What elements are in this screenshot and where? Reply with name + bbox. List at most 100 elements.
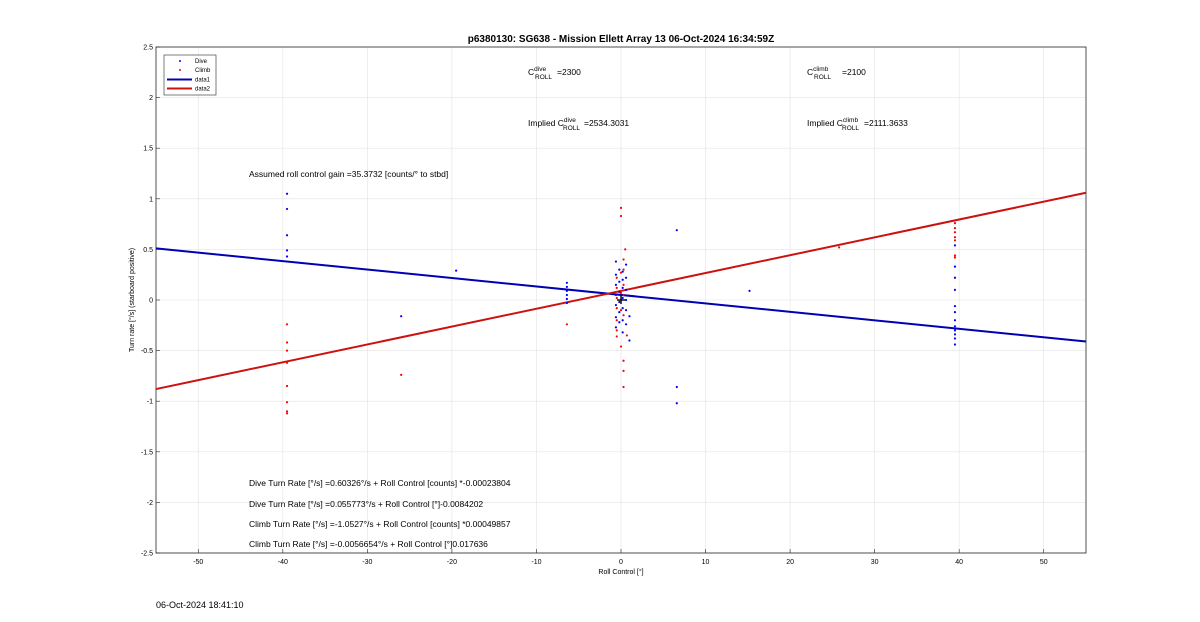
y-tick-label: 0 bbox=[149, 298, 153, 305]
dive-point bbox=[953, 325, 957, 328]
dive-point bbox=[624, 298, 628, 302]
climb-turn-rate-degrees-equation: Climb Turn Rate [°/s] =-0.0056654°/s + R… bbox=[249, 539, 488, 549]
legend: Dive Climb data1 data2 bbox=[163, 54, 217, 96]
y-axis-ticks: -2.5 -2 -1.5 -1 -0.5 0 0.5 1 1.5 2 2.5 bbox=[141, 45, 160, 558]
climb-point bbox=[619, 345, 623, 348]
dive-point bbox=[953, 265, 957, 268]
climb-point bbox=[953, 256, 957, 259]
climb-point bbox=[622, 258, 625, 261]
dive-point bbox=[628, 339, 631, 342]
dive-point bbox=[621, 278, 624, 281]
climb-point bbox=[285, 349, 289, 352]
dive-point bbox=[621, 286, 624, 289]
dive-point bbox=[624, 288, 628, 291]
c-roll-dive-annotation: Cdive ROLL=2300 bbox=[528, 66, 581, 81]
y-axis-label: Turn rate [°/s] (starboard positive) bbox=[128, 248, 136, 352]
dive-point bbox=[628, 315, 631, 318]
dive-point bbox=[953, 319, 957, 322]
dive-point bbox=[614, 273, 618, 276]
y-tick-label: -2 bbox=[147, 500, 153, 507]
climb-point bbox=[285, 401, 289, 404]
dive-point bbox=[565, 293, 568, 297]
x-tick-label: -30 bbox=[362, 559, 372, 566]
dive-point bbox=[621, 331, 624, 334]
climb-point bbox=[953, 221, 957, 225]
dive-point bbox=[953, 304, 957, 308]
climb-point bbox=[953, 227, 957, 230]
dive-point bbox=[953, 343, 957, 346]
climb-point bbox=[953, 236, 957, 239]
dive-point bbox=[565, 301, 568, 305]
dive-point bbox=[285, 192, 289, 195]
dive-point bbox=[953, 329, 957, 332]
y-tick-label: -1.5 bbox=[141, 449, 153, 456]
climb-point bbox=[615, 329, 618, 332]
dive-point bbox=[621, 319, 624, 322]
y-tick-label: -1 bbox=[147, 399, 153, 406]
dive-point bbox=[621, 270, 624, 273]
dive-point bbox=[285, 255, 289, 258]
climb-point bbox=[285, 412, 289, 415]
y-tick-label: -0.5 bbox=[141, 348, 153, 355]
x-tick-label: 50 bbox=[1040, 559, 1048, 566]
x-axis-ticks: -50 -40 -30 -20 -10 0 10 20 30 40 50 bbox=[193, 549, 1048, 566]
climb-point bbox=[619, 309, 623, 312]
dive-point bbox=[618, 311, 621, 314]
climb-point bbox=[622, 283, 625, 286]
dive-point bbox=[614, 293, 618, 297]
y-tick-label: 2 bbox=[149, 95, 153, 102]
dive-point bbox=[953, 288, 957, 291]
climb-point bbox=[619, 214, 623, 218]
implied-c-roll-dive-annotation: Implied Cdive ROLL=2534.3031 bbox=[528, 117, 629, 132]
data2-fit-line bbox=[155, 191, 1087, 391]
climb-point bbox=[615, 276, 618, 279]
climb-point bbox=[953, 231, 957, 234]
climb-point bbox=[622, 359, 625, 362]
climb-point bbox=[624, 248, 627, 251]
y-tick-label: 1 bbox=[149, 196, 153, 203]
dive-point bbox=[618, 290, 621, 294]
dive-point bbox=[624, 309, 628, 312]
c-roll-climb-annotation: Cclimb ROLL=2100 bbox=[807, 66, 866, 81]
dive-point bbox=[285, 249, 289, 252]
legend-data1-label: data1 bbox=[195, 78, 211, 84]
climb-point bbox=[615, 335, 618, 338]
dive-point bbox=[953, 337, 957, 340]
x-tick-label: -40 bbox=[278, 559, 288, 566]
climb-point bbox=[285, 361, 289, 364]
dive-point bbox=[618, 268, 621, 271]
dive-point bbox=[621, 296, 624, 300]
climb-point bbox=[285, 341, 289, 344]
legend-dive-label: Dive bbox=[195, 59, 208, 65]
data1-fit-line bbox=[155, 247, 1087, 343]
x-tick-label: 0 bbox=[619, 559, 623, 566]
scatter-points bbox=[285, 192, 957, 415]
implied-c-roll-climb-annotation: Implied Cclimb ROLL=2111.3633 bbox=[807, 117, 908, 132]
dive-point bbox=[565, 289, 568, 292]
climb-point bbox=[953, 254, 957, 257]
climb-point bbox=[622, 369, 625, 372]
climb-point bbox=[619, 291, 623, 295]
chart-title: p6380130: SG638 - Mission Ellett Array 1… bbox=[468, 34, 774, 45]
dive-point bbox=[621, 306, 624, 310]
fit-lines bbox=[155, 191, 1087, 391]
dive-point bbox=[614, 283, 618, 286]
dive-point bbox=[675, 385, 678, 389]
legend-dive-swatch bbox=[179, 60, 181, 62]
climb-point bbox=[285, 384, 289, 388]
x-axis-label: Roll Control [°] bbox=[598, 568, 643, 576]
dive-point bbox=[565, 281, 568, 284]
dive-point bbox=[748, 289, 751, 292]
dive-turn-rate-counts-equation: Dive Turn Rate [°/s] =0.60326°/s + Roll … bbox=[249, 478, 511, 488]
climb-point bbox=[615, 319, 618, 322]
climb-point bbox=[619, 206, 623, 210]
dive-point bbox=[618, 280, 621, 283]
dive-point bbox=[400, 315, 403, 318]
x-tick-label: 40 bbox=[955, 559, 963, 566]
dive-point bbox=[614, 260, 618, 263]
y-tick-label: -2.5 bbox=[141, 551, 153, 558]
y-tick-label: 0.5 bbox=[143, 247, 153, 254]
dive-point bbox=[624, 263, 628, 266]
dive-point bbox=[565, 285, 568, 288]
